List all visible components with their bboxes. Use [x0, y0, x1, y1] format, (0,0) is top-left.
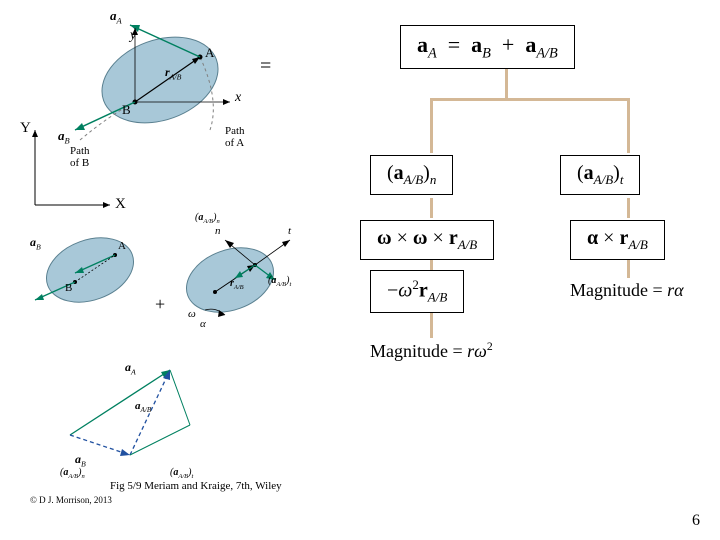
eq-w2-rsub: A/B — [428, 290, 448, 305]
eq-main-r2-sub: A/B — [536, 45, 557, 61]
mag-ra-label: Magnitude = — [570, 280, 667, 300]
eq-w2-neg: − — [387, 280, 398, 302]
eq-n-sub: A/B — [404, 172, 424, 187]
rAB-right: rA/B — [230, 278, 244, 291]
eq-main-lhs-sub: A — [428, 45, 437, 61]
connector-line — [627, 198, 630, 218]
eq-t-sub: A/B — [594, 172, 614, 187]
n-label: n — [215, 225, 221, 237]
figure-caption: Fig 5/9 Meriam and Kraige, 7th, Wiley — [110, 480, 282, 492]
eq-c2-c: r — [619, 227, 628, 249]
tri-aA: aA — [125, 360, 136, 376]
connector-line — [430, 98, 630, 101]
page-number: 6 — [692, 512, 700, 530]
magnitude-ra: Magnitude = rα — [570, 280, 684, 301]
aB-left-label: aB — [30, 235, 41, 251]
aAB-n-small: (aA/B)n — [195, 212, 220, 225]
rAB-label: rA/B — [165, 65, 181, 81]
figure-bottom-svg: + — [30, 220, 300, 480]
path-A-label: Path of A — [225, 125, 245, 149]
y-label: y — [130, 28, 136, 44]
figure-bottom: + — [30, 220, 300, 480]
equation-cross-t: α × rA/B — [570, 220, 665, 260]
eq-n-outer: n — [430, 172, 437, 187]
eq-main-lhs: a — [417, 32, 428, 57]
B-left: B — [65, 282, 72, 294]
connector-line — [505, 68, 508, 98]
tri-aABn: (aA/B)n — [60, 467, 85, 480]
alpha-label: α — [200, 318, 206, 330]
equation-t-component: (aA/B)t — [560, 155, 640, 195]
eq-t-sym: a — [584, 162, 594, 184]
omega-label: ω — [188, 308, 196, 320]
equation-n-component: (aA/B)n — [370, 155, 453, 195]
eq-c1-a: ω — [377, 227, 392, 249]
magnitude-rw2: Magnitude = rω2 — [370, 340, 493, 362]
t-label: t — [288, 225, 291, 237]
tri-aB: aB — [75, 452, 86, 468]
tri-aAB: aA/B — [135, 400, 151, 414]
aAB-t-small: (aA/B)t — [268, 275, 291, 288]
eq-w2-w: ω — [398, 280, 412, 302]
connector-line — [430, 198, 433, 218]
x-label: x — [235, 90, 241, 106]
global-axes-svg — [20, 120, 120, 220]
mag-rw2-label: Magnitude = — [370, 341, 467, 361]
global-axes: Y X — [20, 120, 120, 225]
tri-aABt: (aA/B)t — [170, 467, 193, 480]
eq-w2-r: r — [419, 280, 428, 302]
eq-main-r1: a — [471, 32, 482, 57]
B-label: B — [122, 102, 131, 118]
eq-c1-csub: A/B — [458, 237, 478, 252]
eq-c2-csub: A/B — [628, 237, 648, 252]
mag-rw2-w: ω — [474, 341, 487, 361]
copyright: © D J. Morrison, 2013 — [30, 495, 112, 505]
eq-c1-b: ω — [413, 227, 428, 249]
X-label: X — [115, 196, 126, 213]
eq-main-r2: a — [525, 32, 536, 57]
connector-line — [627, 98, 630, 153]
equation-cross-n: ω × ω × rA/B — [360, 220, 494, 260]
eq-main-r1-sub: B — [482, 45, 491, 61]
eq-c2-a: α — [587, 227, 598, 249]
eq-c1-c: r — [449, 227, 458, 249]
equation-omega-squared: −ω2rA/B — [370, 270, 464, 313]
eq-t-outer: t — [620, 172, 624, 187]
mag-ra-a: α — [674, 280, 683, 300]
A-left: A — [118, 240, 126, 252]
svg-text:+: + — [155, 294, 165, 314]
connector-line — [430, 98, 433, 153]
aA-sub: A — [117, 16, 122, 26]
aA-vec-label: aA — [110, 8, 122, 26]
Y-label: Y — [20, 120, 31, 137]
eq-n-sym: a — [394, 162, 404, 184]
rAB-sub: A/B — [170, 72, 182, 81]
mag-rw2-exp: 2 — [487, 340, 493, 353]
slide-root: = y — [0, 0, 720, 540]
equation-main: aA = aB + aA/B — [400, 25, 575, 69]
A-label: A — [205, 45, 214, 61]
